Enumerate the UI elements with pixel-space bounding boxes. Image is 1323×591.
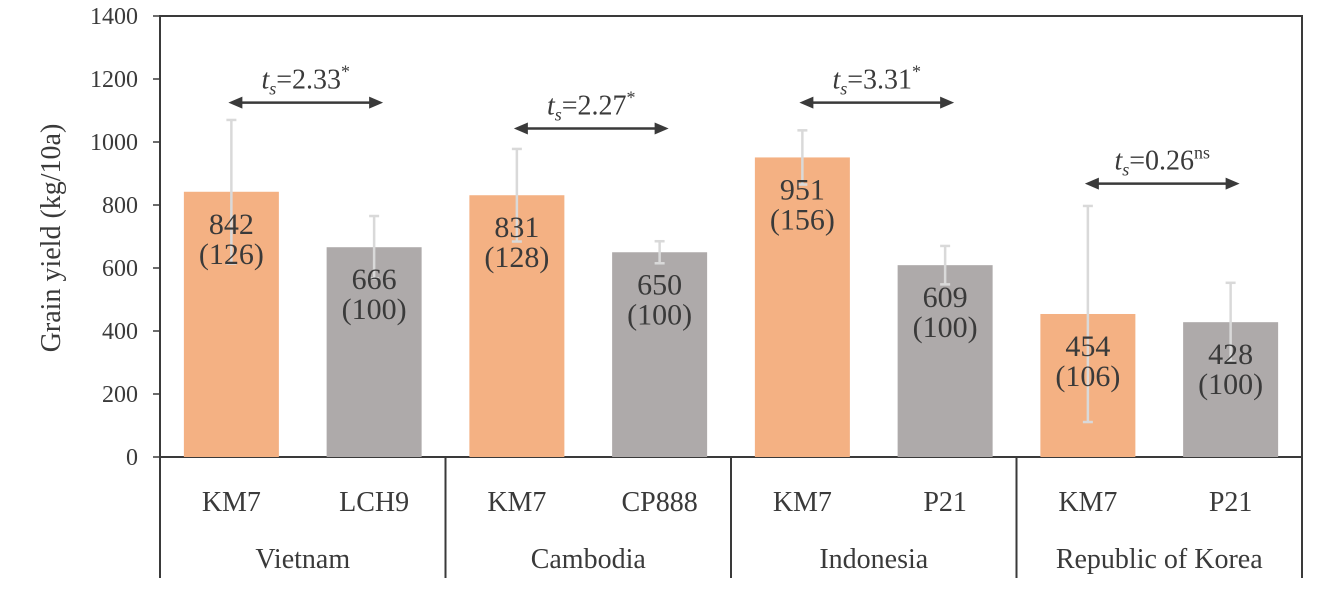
arrow-head-right (1225, 177, 1240, 190)
data-label-value: 831 (494, 211, 539, 244)
ttest-label: ts=2.33* (261, 62, 350, 99)
category-label: KM7 (487, 487, 546, 518)
arrow-head-left (228, 96, 243, 109)
bar (326, 247, 422, 457)
y-tick-label: 400 (102, 319, 138, 345)
category-label: P21 (923, 487, 967, 518)
data-label-index: (100) (342, 293, 407, 326)
data-label-index: (100) (627, 298, 692, 331)
y-tick-label: 0 (126, 445, 138, 471)
data-label-index: (100) (913, 311, 978, 344)
arrow-head-right (654, 122, 669, 135)
bar (612, 252, 708, 457)
y-tick-label: 600 (102, 256, 138, 282)
category-label: KM7 (773, 487, 832, 518)
bar (754, 157, 850, 457)
category-label: KM7 (1058, 487, 1117, 518)
data-label-value: 428 (1208, 338, 1253, 371)
group-label: Vietnam (255, 544, 350, 575)
arrow-head-right (369, 96, 384, 109)
arrow-head-left (513, 122, 528, 135)
ttest-label: ts=0.26ns (1114, 143, 1210, 180)
group-label: Indonesia (819, 544, 928, 575)
data-label-value: 951 (780, 173, 825, 206)
category-label: P21 (1209, 487, 1253, 518)
category-label: LCH9 (339, 487, 409, 518)
data-label-value: 650 (637, 268, 682, 301)
ttest-label: ts=3.31* (832, 62, 921, 99)
data-label-index: (106) (1055, 360, 1120, 393)
arrow-head-right (940, 96, 955, 109)
group-label: Cambodia (531, 544, 647, 575)
data-label-value: 842 (209, 208, 254, 241)
data-label-index: (100) (1198, 368, 1263, 401)
category-label: KM7 (202, 487, 261, 518)
y-axis-label: Grain yield (kg/10a) (36, 124, 67, 353)
ttest-label: ts=2.27* (547, 87, 636, 124)
arrow-head-left (1084, 177, 1099, 190)
data-label-value: 454 (1065, 330, 1110, 363)
category-label: CP888 (622, 487, 698, 518)
y-tick-label: 1400 (90, 4, 138, 30)
group-label: Republic of Korea (1056, 544, 1263, 575)
data-label-index: (128) (484, 241, 549, 274)
y-tick-label: 1200 (90, 67, 138, 93)
y-tick-label: 800 (102, 193, 138, 219)
arrow-head-left (799, 96, 814, 109)
data-label-value: 666 (352, 263, 397, 296)
data-label-value: 609 (923, 281, 968, 314)
y-tick-label: 200 (102, 382, 138, 408)
data-label-index: (156) (770, 203, 835, 236)
bar (897, 265, 993, 457)
data-label-index: (126) (199, 238, 264, 271)
plot-area: 0200400600800100012001400842(126)KM7666(… (90, 4, 1303, 578)
y-tick-label: 1000 (90, 130, 138, 156)
